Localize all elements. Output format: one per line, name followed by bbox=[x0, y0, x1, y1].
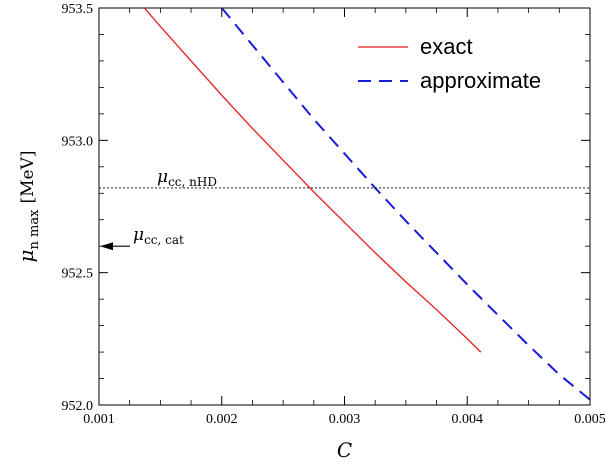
reference-line-label-symbol: μ bbox=[157, 167, 168, 187]
x-tick-label: 0.003 bbox=[329, 412, 361, 427]
arrow-head bbox=[100, 242, 113, 251]
legend-label-approximate: approximate bbox=[420, 68, 541, 93]
reference-line-label-subscript: cc, nHD bbox=[168, 175, 217, 189]
reference-line-label: μcc, nHD bbox=[157, 167, 217, 189]
legend: exact approximate bbox=[358, 34, 541, 93]
series-line-approximate bbox=[221, 7, 591, 401]
x-tick-label: 0.002 bbox=[206, 412, 238, 427]
legend-label-exact: exact bbox=[420, 34, 473, 59]
y-axis-label-subscript: n max bbox=[27, 209, 42, 250]
y-axis-label-group: μn max [MeV] bbox=[14, 151, 42, 263]
series-line-exact bbox=[143, 7, 482, 353]
axis-labels: Cμn max[MeV] bbox=[14, 151, 352, 462]
x-tick-label: 0.004 bbox=[452, 412, 484, 427]
arrow-annotation-label: μcc, cat bbox=[133, 225, 184, 247]
x-tick-label: 0.005 bbox=[574, 412, 606, 427]
x-tick-label: 0.001 bbox=[83, 412, 115, 427]
y-axis-label-symbol: μ bbox=[14, 249, 38, 262]
y-tick-label: 952.0 bbox=[62, 399, 94, 414]
x-axis-label: C bbox=[337, 438, 352, 462]
arrow-annotation-label-symbol: μ bbox=[133, 225, 144, 245]
ticks-layer: 0.001 0.002 0.003 0.004 0.005 952.0 952.5 953.0… bbox=[62, 2, 606, 427]
y-tick-label: 952.5 bbox=[62, 267, 94, 282]
series-layer bbox=[143, 7, 591, 401]
y-tick-label: 953.5 bbox=[62, 2, 94, 17]
y-tick-label: 953.0 bbox=[62, 134, 94, 149]
arrow-annotation-label-subscript: cc, cat bbox=[144, 233, 184, 247]
y-axis-label-unit: [MeV] bbox=[18, 151, 38, 204]
y-axis-label: μn max [MeV] bbox=[14, 151, 42, 263]
